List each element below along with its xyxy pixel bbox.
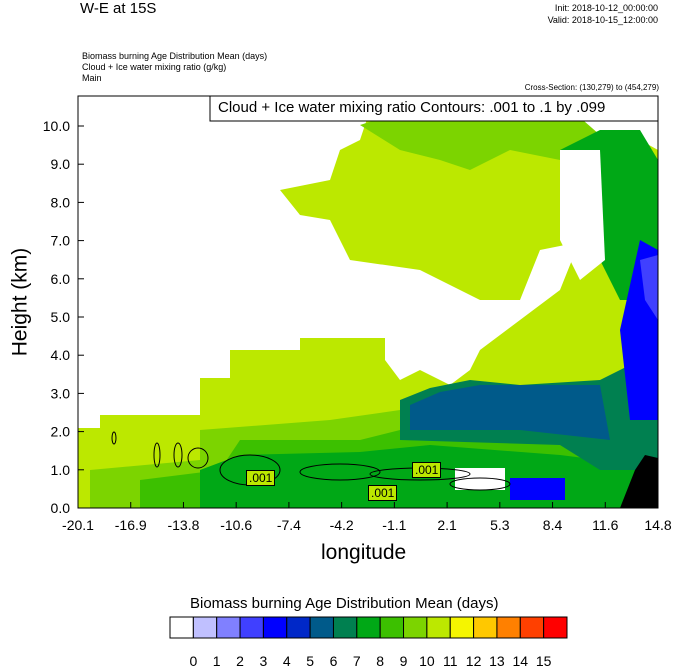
colorbar-swatch bbox=[473, 616, 498, 639]
x-tick-label: 14.8 bbox=[644, 517, 671, 533]
terrain bbox=[620, 455, 658, 508]
colorbar-swatch bbox=[169, 616, 194, 639]
x-tick-label: 2.1 bbox=[437, 517, 457, 533]
y-tick-label: 8.0 bbox=[51, 194, 71, 210]
y-tick-label: 7.0 bbox=[51, 233, 71, 249]
colorbar-swatch bbox=[519, 616, 545, 639]
colorbar-label: 1 bbox=[213, 653, 221, 667]
colorbar-label: 2 bbox=[236, 653, 244, 667]
y-tick-label: 4.0 bbox=[51, 347, 71, 363]
x-tick-label: 11.6 bbox=[592, 517, 618, 533]
cross-section-label: Cross-Section: (130,279) to (454,279) bbox=[524, 83, 659, 92]
contour-info-box bbox=[209, 95, 659, 122]
x-axis-label: longitude bbox=[321, 541, 407, 564]
y-axis: 0.0 1.0 2.0 3.0 4.0 5.0 6.0 7.0 8.0 9.0 10.0 bbox=[43, 118, 84, 516]
colorbar-swatch bbox=[496, 616, 521, 639]
colorbar-swatch bbox=[262, 616, 288, 639]
x-tick-label: -4.2 bbox=[330, 517, 354, 533]
colorbar: 0 1 2 3 4 5 6 7 8 9 10 11 12 13 14 15 bbox=[169, 616, 568, 667]
y-tick-label: 9.0 bbox=[51, 156, 71, 172]
y-tick-label: 10.0 bbox=[43, 118, 70, 134]
colorbar-swatch bbox=[309, 616, 334, 639]
valid-time: Valid: 2018-10-15_12:00:00 bbox=[547, 15, 658, 25]
colorbar-swatch bbox=[403, 616, 428, 639]
region-2-3 bbox=[640, 255, 658, 320]
colorbar-label: 13 bbox=[489, 653, 505, 667]
field-label-2: Cloud + Ice water mixing ratio (g/kg) bbox=[82, 62, 227, 72]
x-tick-label: -1.1 bbox=[382, 517, 406, 533]
region-white-low bbox=[455, 468, 505, 490]
colorbar-label: 7 bbox=[353, 653, 361, 667]
colorbar-swatch bbox=[356, 616, 381, 639]
colorbar-label: 6 bbox=[330, 653, 338, 667]
region-9-10-upper bbox=[360, 100, 620, 200]
colorbar-swatch bbox=[332, 616, 358, 639]
contour-label: .001 bbox=[412, 462, 442, 478]
colorbar-swatch bbox=[286, 616, 311, 639]
x-tick-label: -20.1 bbox=[62, 517, 94, 533]
x-tick-label: 5.3 bbox=[490, 517, 510, 533]
contour-label: .001 bbox=[368, 485, 398, 501]
cloud-contours bbox=[111, 431, 511, 491]
colorbar-swatch bbox=[543, 616, 568, 639]
region-white-upper bbox=[560, 150, 605, 280]
colorbar-label: 5 bbox=[306, 653, 314, 667]
y-tick-label: 6.0 bbox=[51, 271, 71, 287]
y-tick-label: 5.0 bbox=[51, 309, 71, 325]
colorbar-label: 4 bbox=[283, 653, 291, 667]
colorbar-label: 9 bbox=[400, 653, 408, 667]
y-tick-label: 0.0 bbox=[51, 500, 71, 516]
x-tick-label: -7.4 bbox=[277, 517, 301, 533]
colorbar-label: 8 bbox=[376, 653, 384, 667]
contour-label: .001 bbox=[246, 470, 276, 486]
colorbar-label: 15 bbox=[536, 653, 552, 667]
colorbar-title: Biomass burning Age Distribution Mean (d… bbox=[190, 595, 499, 612]
colorbar-label: 3 bbox=[260, 653, 268, 667]
chart-title: W-E at 15S bbox=[80, 0, 157, 17]
y-axis-label: Height (km) bbox=[8, 247, 32, 357]
colorbar-swatch bbox=[192, 616, 218, 639]
colorbar-label: 0 bbox=[189, 653, 197, 667]
region-5-6 bbox=[410, 385, 610, 440]
colorbar-label: 11 bbox=[443, 653, 458, 667]
y-tick-label: 2.0 bbox=[51, 424, 71, 440]
shaded-field bbox=[78, 100, 658, 508]
y-tick-label: 1.0 bbox=[51, 462, 71, 478]
colorbar-swatch bbox=[449, 616, 475, 639]
contour-info-text: Cloud + Ice water mixing ratio Contours:… bbox=[218, 99, 606, 116]
init-time: Init: 2018-10-12_00:00:00 bbox=[554, 3, 658, 13]
field-label-1: Biomass burning Age Distribution Mean (d… bbox=[82, 51, 268, 61]
colorbar-swatch bbox=[216, 616, 241, 639]
y-tick-label: 3.0 bbox=[51, 385, 71, 401]
colorbar-label: 10 bbox=[419, 653, 435, 667]
field-label-3: Main bbox=[82, 73, 102, 83]
x-tick-label: -16.9 bbox=[115, 517, 147, 533]
x-axis: -20.1 -16.9 -13.8 -10.6 -7.4 -4.2 -1.1 2.1 5.3 8.… bbox=[62, 502, 672, 533]
colorbar-label: 14 bbox=[513, 653, 529, 667]
x-tick-label: 8.4 bbox=[543, 517, 563, 533]
colorbar-swatch bbox=[426, 616, 451, 639]
colorbar-swatch bbox=[239, 616, 264, 639]
colorbar-swatch bbox=[379, 616, 405, 639]
x-tick-label: -13.8 bbox=[167, 517, 199, 533]
x-tick-label: -10.6 bbox=[220, 517, 252, 533]
region-3-4-low bbox=[510, 478, 565, 500]
colorbar-label: 12 bbox=[466, 653, 482, 667]
